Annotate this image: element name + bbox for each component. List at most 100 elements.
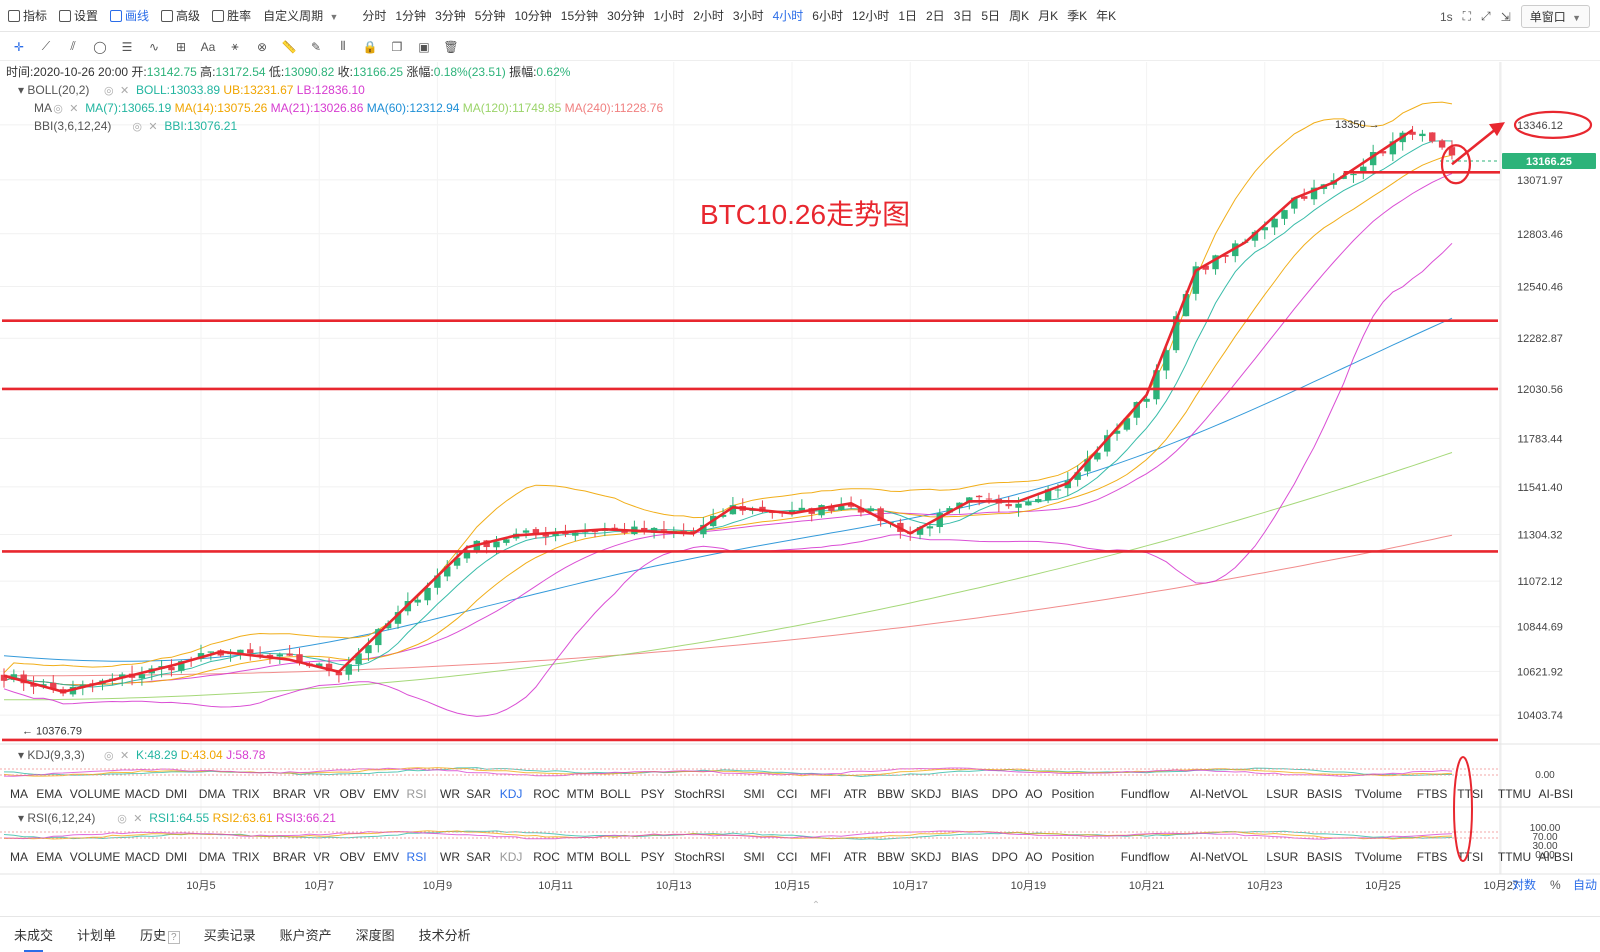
period-tab[interactable]: 5分钟 bbox=[474, 9, 506, 23]
period-tab[interactable]: 年K bbox=[1096, 9, 1117, 23]
bottom-tab[interactable]: 计划单 bbox=[77, 928, 117, 943]
hide-icon[interactable]: ▣ bbox=[418, 39, 430, 54]
indicator-tab[interactable]: KDJ bbox=[500, 787, 523, 801]
settings-icon[interactable]: ◎ bbox=[104, 750, 114, 762]
collapse-icon[interactable]: ⇲ bbox=[1500, 9, 1511, 24]
toolbar-item-1[interactable]: 设置 bbox=[59, 7, 98, 24]
bottom-tab[interactable]: 深度图 bbox=[355, 928, 395, 943]
indicator-tab[interactable]: ROC bbox=[533, 787, 560, 801]
refresh-rate[interactable]: 1s bbox=[1439, 9, 1453, 24]
indicator-tab[interactable]: BASIS bbox=[1307, 850, 1342, 864]
indicator-tab[interactable]: MTM bbox=[567, 850, 594, 864]
bottom-tab[interactable]: 未成交 bbox=[14, 925, 53, 952]
bars-tool-icon[interactable]: ⦀ bbox=[340, 39, 346, 53]
indicator-tab[interactable]: Fundflow bbox=[1121, 850, 1170, 864]
indicator-tab[interactable]: MA bbox=[10, 787, 28, 801]
indicator-tab[interactable]: SMI bbox=[743, 787, 764, 801]
wave-tool-icon[interactable]: ∿ bbox=[148, 39, 160, 54]
parallel-lines-icon[interactable]: ⫽ bbox=[70, 39, 76, 53]
window-mode-select[interactable]: 单窗口 ▼ bbox=[1520, 5, 1590, 28]
indicator-tab[interactable]: SMI bbox=[743, 850, 764, 864]
indicator-tab[interactable]: MACD bbox=[125, 850, 161, 864]
indicator-tab[interactable]: DMI bbox=[165, 850, 187, 864]
copy-icon[interactable]: ❐ bbox=[391, 39, 403, 54]
indicator-tab[interactable]: SAR bbox=[466, 850, 491, 864]
settings-icon[interactable]: ◎ bbox=[117, 813, 127, 825]
indicator-tab[interactable]: EMV bbox=[373, 850, 399, 864]
indicator-tab[interactable]: RSI bbox=[407, 850, 427, 864]
legend-boll[interactable]: ▾ BOLL(20,2) ◎ ✕ BOLL:13033.89 UB:13231.67 … bbox=[18, 83, 365, 97]
indicator-tab[interactable]: LSUR bbox=[1266, 787, 1298, 801]
indicator-tab[interactable]: VOLUME bbox=[70, 787, 121, 801]
toolbar-item-2[interactable]: 画线 bbox=[110, 7, 149, 24]
period-tab[interactable]: 6小时 bbox=[812, 9, 843, 23]
expand-icon[interactable]: ⛶ bbox=[1462, 9, 1472, 23]
indicator-tab[interactable]: VOLUME bbox=[70, 850, 121, 864]
grid-tool-icon[interactable]: ⊞ bbox=[175, 39, 187, 54]
bottom-tab[interactable]: 技术分析 bbox=[418, 928, 471, 943]
indicator-tab[interactable]: WR bbox=[440, 787, 460, 801]
indicator-tab[interactable]: TTMU bbox=[1498, 850, 1531, 864]
indicator-tab[interactable]: MACD bbox=[125, 787, 161, 801]
indicator-tab[interactable]: DMA bbox=[199, 850, 226, 864]
indicator-tab[interactable]: VR bbox=[313, 787, 330, 801]
settings-icon[interactable]: ◎ bbox=[104, 85, 114, 97]
indicator-tab[interactable]: AO bbox=[1025, 787, 1042, 801]
indicator-tab[interactable]: DMI bbox=[165, 787, 187, 801]
indicator-tab[interactable]: EMV bbox=[373, 787, 399, 801]
indicator-tab[interactable]: KDJ bbox=[500, 850, 523, 864]
indicator-tab[interactable]: MFI bbox=[810, 850, 831, 864]
toolbar-item-4[interactable]: 胜率 bbox=[212, 7, 251, 24]
indicator-tab[interactable]: TRIX bbox=[232, 850, 259, 864]
text-tool-icon[interactable]: Aa bbox=[200, 39, 216, 54]
indicator-tab[interactable]: LSUR bbox=[1266, 850, 1298, 864]
resize-handle-icon[interactable]: ⌃ bbox=[812, 900, 820, 911]
period-tab[interactable]: 3日 bbox=[953, 9, 973, 23]
period-tab[interactable]: 1分钟 bbox=[395, 9, 427, 23]
indicator-tab[interactable]: MA bbox=[10, 850, 28, 864]
chart-area[interactable]: 13346.12 13071.97 12803.46 12540.46 12282.87… bbox=[0, 62, 1600, 914]
indicator-tab[interactable]: EMA bbox=[36, 850, 62, 864]
period-tab[interactable]: 季K bbox=[1067, 9, 1088, 23]
period-tab[interactable]: 周K bbox=[1009, 9, 1030, 23]
indicator-tab[interactable]: MTM bbox=[567, 787, 594, 801]
indicator-tab[interactable]: BBW bbox=[877, 787, 905, 801]
period-tab[interactable]: 12小时 bbox=[851, 9, 890, 23]
indicator-tab[interactable]: TTMU bbox=[1498, 787, 1531, 801]
indicator-tab[interactable]: TTSI bbox=[1457, 850, 1483, 864]
indicator-tab[interactable]: BIAS bbox=[951, 850, 978, 864]
indicator-tab[interactable]: VR bbox=[313, 850, 330, 864]
settings-icon[interactable]: ◎ bbox=[132, 121, 142, 133]
close-icon[interactable]: ✕ bbox=[133, 813, 142, 825]
bottom-tab[interactable]: 买卖记录 bbox=[203, 928, 256, 943]
crosshair-icon[interactable]: ✛ bbox=[13, 39, 25, 54]
indicator-tab[interactable]: BBW bbox=[877, 850, 905, 864]
indicator-tab[interactable]: ATR bbox=[844, 850, 867, 864]
period-tab[interactable]: 分时 bbox=[362, 9, 387, 23]
close-icon[interactable]: ✕ bbox=[148, 121, 157, 133]
indicator-tab[interactable]: OBV bbox=[340, 787, 365, 801]
indicator-tab[interactable]: AI-BSI bbox=[1539, 850, 1574, 864]
period-tab[interactable]: 2日 bbox=[926, 9, 945, 23]
period-tab[interactable]: 1小时 bbox=[653, 9, 685, 23]
indicator-tab[interactable]: TTSI bbox=[1457, 787, 1483, 801]
indicator-tab[interactable]: EMA bbox=[36, 787, 62, 801]
indicator-tab[interactable]: OBV bbox=[340, 850, 365, 864]
axis-mode-1[interactable]: % bbox=[1550, 878, 1561, 892]
indicator-tab[interactable]: FTBS bbox=[1417, 787, 1448, 801]
indicator-tab[interactable]: BOLL bbox=[600, 850, 631, 864]
brush-icon[interactable]: ✎ bbox=[310, 39, 322, 54]
indicator-tab[interactable]: BIAS bbox=[951, 787, 978, 801]
indicator-tab[interactable]: TVolume bbox=[1355, 850, 1403, 864]
ruler-icon[interactable]: 📏 bbox=[281, 39, 297, 54]
indicator-tab[interactable]: TVolume bbox=[1355, 787, 1403, 801]
indicator-tab[interactable]: DPO bbox=[992, 850, 1018, 864]
axis-mode-0[interactable]: 对数 bbox=[1512, 877, 1536, 892]
indicator-tab[interactable]: MFI bbox=[810, 787, 831, 801]
indicator-tab[interactable]: BASIS bbox=[1307, 787, 1342, 801]
indicator-tab[interactable]: ROC bbox=[533, 850, 560, 864]
indicator-tab[interactable]: AI-BSI bbox=[1539, 787, 1574, 801]
indicator-tab[interactable]: Fundflow bbox=[1121, 787, 1170, 801]
period-tab[interactable]: 月K bbox=[1038, 9, 1059, 23]
horizontal-lines-icon[interactable]: ☰ bbox=[121, 39, 133, 54]
